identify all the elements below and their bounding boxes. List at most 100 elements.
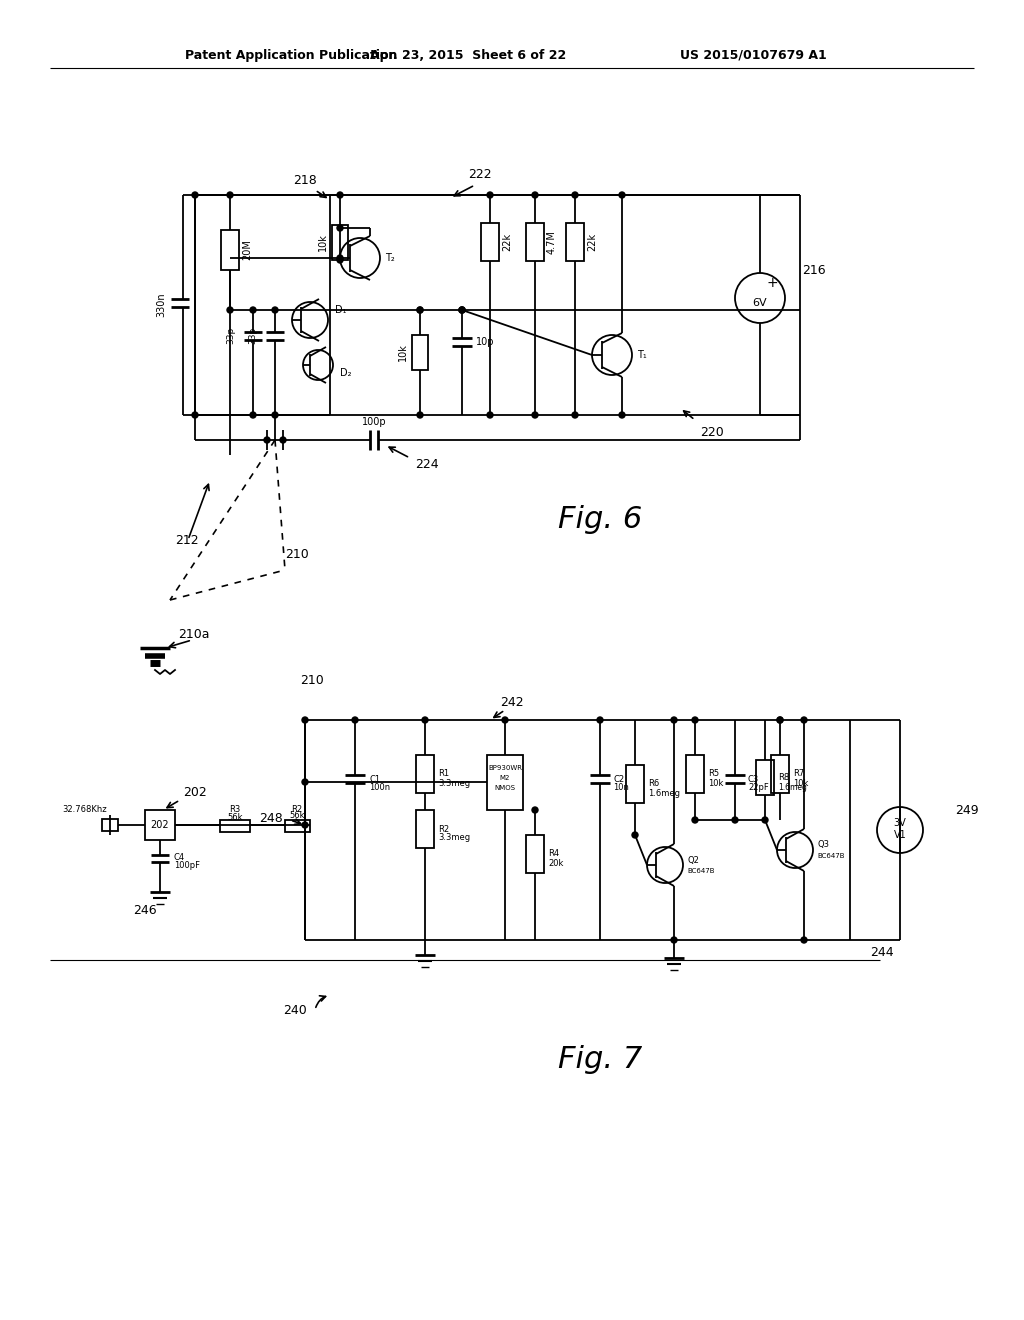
- Circle shape: [532, 191, 538, 198]
- Text: 220: 220: [700, 425, 724, 438]
- Text: R5: R5: [708, 770, 719, 779]
- Text: 22pF: 22pF: [748, 784, 769, 792]
- Text: 10k: 10k: [793, 779, 808, 788]
- Circle shape: [487, 412, 493, 418]
- Text: R2: R2: [292, 805, 302, 814]
- Text: D₂: D₂: [340, 368, 351, 378]
- Circle shape: [417, 308, 423, 313]
- Text: Q2: Q2: [687, 855, 698, 865]
- Circle shape: [692, 817, 698, 822]
- Circle shape: [227, 191, 233, 198]
- Text: 56k: 56k: [227, 813, 243, 822]
- Circle shape: [487, 191, 493, 198]
- Text: R6: R6: [648, 780, 659, 788]
- Circle shape: [692, 717, 698, 723]
- Text: V1: V1: [894, 830, 906, 840]
- Circle shape: [337, 191, 343, 198]
- Text: +: +: [766, 276, 778, 290]
- Text: C4: C4: [174, 854, 185, 862]
- Text: NMOS: NMOS: [495, 785, 515, 791]
- Circle shape: [777, 717, 783, 723]
- Circle shape: [732, 817, 738, 822]
- Circle shape: [572, 412, 578, 418]
- Bar: [220, 820, 250, 832]
- Circle shape: [572, 191, 578, 198]
- Text: BC647B: BC647B: [687, 869, 715, 874]
- Text: 202: 202: [183, 787, 207, 800]
- Bar: [412, 335, 428, 370]
- Text: 10n: 10n: [613, 784, 629, 792]
- Circle shape: [227, 308, 233, 313]
- Text: Fig. 6: Fig. 6: [558, 506, 642, 535]
- Text: T₂: T₂: [385, 253, 394, 263]
- Text: 246: 246: [133, 903, 157, 916]
- Text: 20M: 20M: [242, 239, 252, 260]
- Text: 216: 216: [802, 264, 825, 276]
- Text: R3: R3: [229, 805, 241, 814]
- Bar: [626, 766, 644, 803]
- Text: 330n: 330n: [156, 293, 166, 317]
- Circle shape: [422, 717, 428, 723]
- Text: 249: 249: [955, 804, 979, 817]
- Text: C3: C3: [748, 775, 759, 784]
- Text: R1: R1: [438, 770, 450, 779]
- Bar: [686, 755, 705, 793]
- Text: Patent Application Publication: Patent Application Publication: [185, 49, 397, 62]
- Circle shape: [618, 191, 625, 198]
- Bar: [285, 820, 310, 832]
- Circle shape: [459, 308, 465, 313]
- Bar: [145, 810, 175, 840]
- Circle shape: [337, 257, 343, 263]
- Text: 22k: 22k: [502, 232, 512, 251]
- Text: 20k: 20k: [548, 858, 563, 867]
- Circle shape: [250, 308, 256, 313]
- Text: 3V: 3V: [894, 818, 906, 828]
- Text: US 2015/0107679 A1: US 2015/0107679 A1: [680, 49, 826, 62]
- Text: Q3: Q3: [817, 841, 829, 850]
- Text: R7: R7: [793, 770, 804, 779]
- Circle shape: [417, 412, 423, 418]
- Text: 10k: 10k: [398, 343, 408, 360]
- Text: 210: 210: [300, 673, 324, 686]
- Text: R8: R8: [778, 772, 790, 781]
- Circle shape: [193, 412, 198, 418]
- Text: 218: 218: [293, 173, 316, 186]
- Circle shape: [459, 308, 465, 313]
- Bar: [526, 836, 544, 873]
- Text: 210a: 210a: [178, 628, 210, 642]
- Circle shape: [671, 717, 677, 723]
- Circle shape: [459, 308, 465, 313]
- Circle shape: [280, 437, 286, 444]
- Circle shape: [302, 822, 308, 828]
- Circle shape: [337, 224, 343, 231]
- Bar: [487, 755, 523, 810]
- Circle shape: [302, 717, 308, 723]
- Bar: [526, 223, 544, 261]
- Text: 33p: 33p: [226, 326, 234, 343]
- Text: 210: 210: [285, 549, 309, 561]
- Text: C2: C2: [613, 775, 624, 784]
- Bar: [332, 224, 348, 260]
- Text: R2: R2: [438, 825, 450, 833]
- Text: C1: C1: [369, 775, 380, 784]
- Circle shape: [502, 717, 508, 723]
- Text: R4: R4: [548, 850, 559, 858]
- Text: Fig. 7: Fig. 7: [558, 1045, 642, 1074]
- Text: 100n: 100n: [369, 783, 390, 792]
- Text: M2: M2: [500, 775, 510, 781]
- Text: D₁: D₁: [335, 305, 346, 315]
- Text: 202: 202: [151, 820, 169, 830]
- Text: 22k: 22k: [587, 232, 597, 251]
- Circle shape: [250, 412, 256, 418]
- Circle shape: [777, 717, 783, 723]
- Circle shape: [618, 412, 625, 418]
- Bar: [416, 755, 434, 793]
- Circle shape: [532, 412, 538, 418]
- Bar: [481, 223, 499, 261]
- Circle shape: [417, 308, 423, 313]
- Text: Apr. 23, 2015  Sheet 6 of 22: Apr. 23, 2015 Sheet 6 of 22: [370, 49, 566, 62]
- Circle shape: [272, 308, 278, 313]
- Bar: [771, 755, 790, 793]
- Text: 4.7M: 4.7M: [547, 230, 557, 253]
- Text: 32.768Khz: 32.768Khz: [62, 805, 108, 814]
